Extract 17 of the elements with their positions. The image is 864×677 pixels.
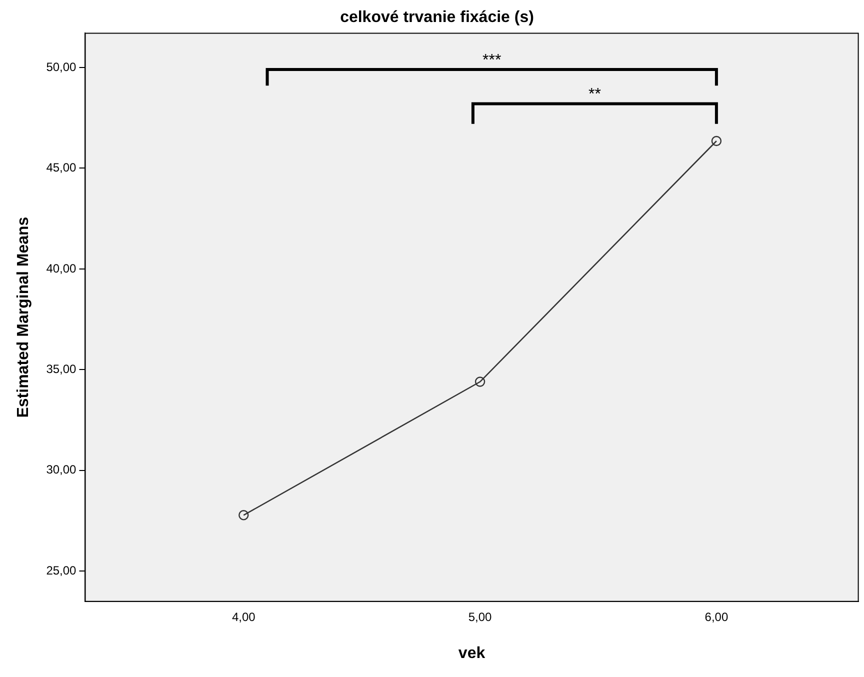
y-axis-title: Estimated Marginal Means — [15, 216, 32, 418]
point — [238, 510, 249, 520]
point — [711, 136, 722, 146]
y-tick-label: 25,00 — [46, 563, 77, 578]
y-tick-label: 50,00 — [46, 60, 77, 74]
y-tick-label: 45,00 — [46, 160, 77, 175]
x-tick-label: 4,00 — [232, 610, 256, 624]
x-tick-label: 5,00 — [468, 610, 492, 624]
y-tick-label: 35,00 — [46, 362, 77, 376]
point — [474, 376, 486, 387]
y-tick-label: 40,00 — [46, 261, 77, 276]
chart-title: celkové trvanie fixácie (s) — [340, 9, 534, 26]
x-axis-title: vek — [458, 644, 486, 662]
annotation: *** — [482, 52, 502, 69]
annotation: ** — [588, 86, 601, 104]
x-tick-label: 6,00 — [704, 610, 728, 624]
y-tick-label: 30,00 — [46, 462, 77, 477]
